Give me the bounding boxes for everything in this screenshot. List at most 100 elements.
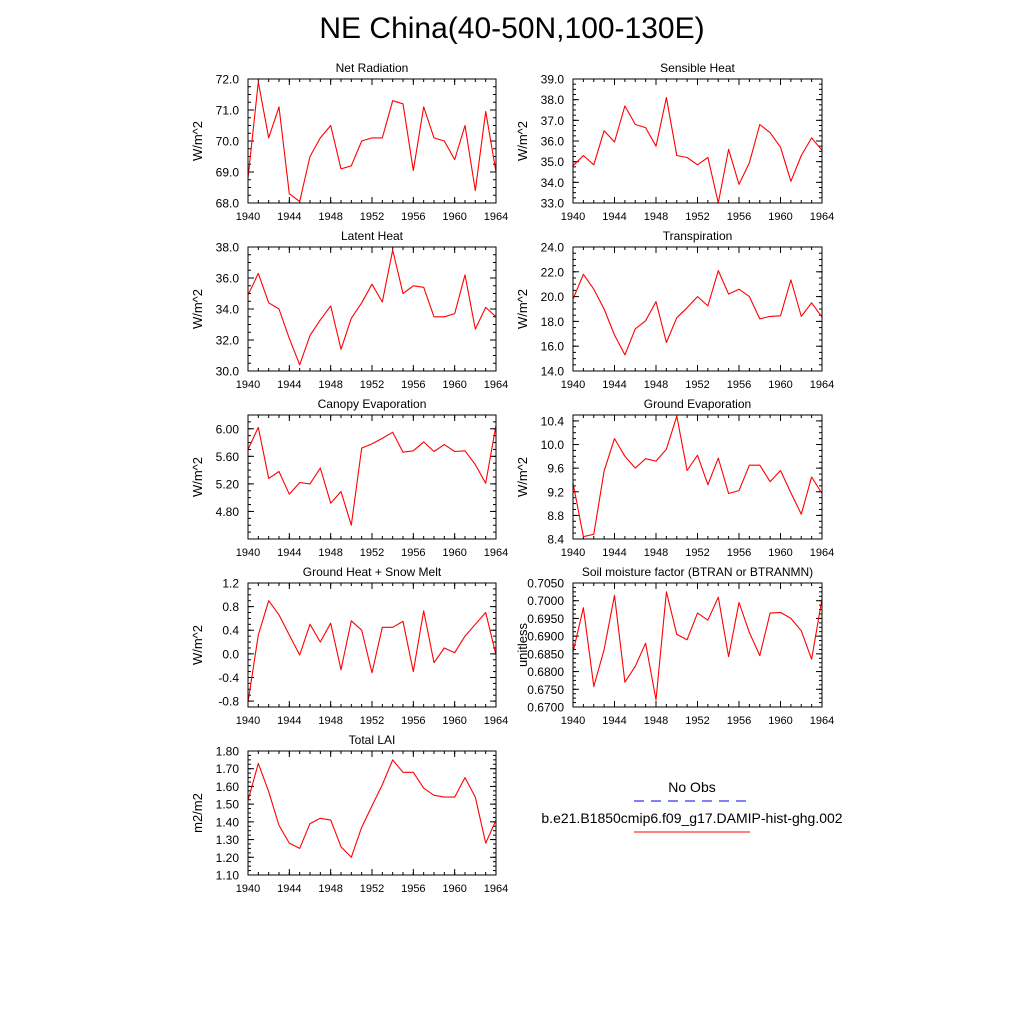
y-tick-label: 24.0 bbox=[541, 241, 565, 255]
y-tick-label: 0.7050 bbox=[527, 577, 564, 591]
y-tick-label: 1.70 bbox=[216, 762, 240, 776]
y-tick-label: 6.00 bbox=[216, 422, 240, 436]
x-tick-label: 1956 bbox=[727, 715, 751, 727]
x-tick-label: 1940 bbox=[236, 211, 260, 223]
chart-panel-9: Total LAI m2/m2 1.10 1.20 1.30 1.40 1.50 1.60 1.… bbox=[190, 733, 508, 895]
y-tick-label: 1.60 bbox=[216, 780, 240, 794]
y-tick-label: 30.0 bbox=[216, 365, 240, 379]
x-tick-label: 1952 bbox=[685, 547, 709, 559]
y-tick-label: 68.0 bbox=[216, 197, 240, 211]
y-tick-label: 1.10 bbox=[216, 869, 240, 883]
x-tick-label: 1964 bbox=[810, 547, 834, 559]
x-tick-label: 1964 bbox=[484, 211, 508, 223]
panel-title: Latent Heat bbox=[341, 229, 404, 243]
series-line bbox=[572, 97, 823, 204]
x-tick-label: 1960 bbox=[768, 211, 792, 223]
x-tick-label: 1944 bbox=[277, 379, 301, 391]
x-tick-label: 1940 bbox=[236, 379, 260, 391]
y-tick-label: 5.60 bbox=[216, 450, 240, 464]
series-line bbox=[247, 600, 497, 703]
panel-title: Total LAI bbox=[349, 733, 396, 747]
y-tick-label: 1.40 bbox=[216, 815, 240, 829]
y-tick-label: 5.20 bbox=[216, 477, 240, 491]
x-tick-label: 1956 bbox=[401, 715, 425, 727]
y-tick-label: 10.4 bbox=[541, 414, 565, 428]
y-axis-label: W/m^2 bbox=[190, 457, 205, 497]
y-tick-label: 0.7000 bbox=[527, 594, 564, 608]
x-tick-label: 1952 bbox=[685, 211, 709, 223]
panel-title: Ground Evaporation bbox=[644, 397, 751, 411]
y-tick-label: 36.0 bbox=[541, 135, 565, 149]
y-tick-label: 1.50 bbox=[216, 798, 240, 812]
plot-frame bbox=[247, 78, 497, 204]
x-tick-label: 1952 bbox=[360, 211, 384, 223]
x-tick-label: 1944 bbox=[277, 715, 301, 727]
plot-frame bbox=[247, 246, 497, 372]
x-tick-label: 1940 bbox=[561, 715, 585, 727]
y-tick-label: 34.0 bbox=[216, 303, 240, 317]
y-tick-label: 37.0 bbox=[541, 114, 565, 128]
x-tick-label: 1960 bbox=[768, 547, 792, 559]
x-tick-label: 1944 bbox=[277, 883, 301, 895]
page-title: NE China(40-50N,100-130E) bbox=[319, 12, 705, 45]
x-tick-label: 1964 bbox=[484, 547, 508, 559]
panel-title: Soil moisture factor (BTRAN or BTRANMN) bbox=[582, 565, 813, 579]
series-line bbox=[247, 759, 497, 858]
plot-frame bbox=[572, 246, 823, 372]
y-tick-label: 36.0 bbox=[216, 272, 240, 286]
legend-swatch-obs bbox=[634, 800, 750, 802]
x-tick-label: 1944 bbox=[602, 547, 626, 559]
legend-label-model: b.e21.B1850cmip6.f09_g17.DAMIP-hist-ghg.… bbox=[541, 810, 843, 826]
x-tick-label: 1956 bbox=[727, 547, 751, 559]
x-tick-label: 1956 bbox=[727, 211, 751, 223]
y-axis-label: W/m^2 bbox=[515, 121, 530, 161]
y-tick-label: 0.4 bbox=[222, 624, 239, 638]
chart-panel-4: Transpiration W/m^2 14.0 16.0 18.0 20.0 22.0 24… bbox=[515, 229, 834, 391]
chart-panel-1: Net Radiation W/m^2 68.0 69.0 70.0 71.0 72.0 19… bbox=[190, 61, 508, 223]
y-tick-label: 0.6950 bbox=[527, 612, 564, 626]
chart-panel-6: Ground Evaporation W/m^2 8.4 8.8 9.2 9.6 10.0 1… bbox=[515, 397, 834, 559]
y-tick-label: 0.6700 bbox=[527, 701, 564, 715]
y-axis-label: W/m^2 bbox=[515, 289, 530, 329]
y-tick-label: 8.8 bbox=[547, 509, 564, 523]
x-tick-label: 1964 bbox=[484, 715, 508, 727]
plot-frame bbox=[247, 582, 497, 708]
x-tick-label: 1944 bbox=[602, 211, 626, 223]
x-tick-label: 1956 bbox=[401, 379, 425, 391]
x-tick-label: 1948 bbox=[644, 547, 668, 559]
plot-frame bbox=[247, 750, 497, 876]
x-tick-label: 1944 bbox=[277, 547, 301, 559]
panel-title: Ground Heat + Snow Melt bbox=[303, 565, 442, 579]
x-tick-label: 1964 bbox=[810, 211, 834, 223]
x-tick-label: 1948 bbox=[318, 211, 342, 223]
y-tick-label: 72.0 bbox=[216, 73, 240, 87]
series-line bbox=[247, 249, 497, 366]
series-line bbox=[572, 415, 823, 538]
x-tick-label: 1948 bbox=[318, 715, 342, 727]
x-tick-label: 1940 bbox=[236, 547, 260, 559]
x-tick-label: 1940 bbox=[561, 211, 585, 223]
x-tick-label: 1960 bbox=[442, 547, 466, 559]
x-tick-label: 1960 bbox=[768, 379, 792, 391]
y-tick-label: 16.0 bbox=[541, 340, 565, 354]
x-tick-label: 1952 bbox=[360, 883, 384, 895]
x-tick-label: 1960 bbox=[442, 211, 466, 223]
y-tick-label: 1.2 bbox=[222, 577, 239, 591]
y-tick-label: -0.4 bbox=[218, 671, 239, 685]
plot-frame bbox=[247, 414, 497, 540]
y-axis-label: m2/m2 bbox=[190, 793, 205, 833]
plot-frame bbox=[572, 78, 823, 204]
y-axis-label: W/m^2 bbox=[515, 457, 530, 497]
x-tick-label: 1952 bbox=[685, 379, 709, 391]
legend-swatch-model bbox=[634, 831, 750, 833]
chart-panel-8: Soil moisture factor (BTRAN or BTRANMN) u… bbox=[515, 565, 834, 727]
x-tick-label: 1964 bbox=[810, 715, 834, 727]
y-tick-label: 70.0 bbox=[216, 135, 240, 149]
y-axis-label: W/m^2 bbox=[190, 625, 205, 665]
y-tick-label: 71.0 bbox=[216, 104, 240, 118]
x-tick-label: 1948 bbox=[318, 547, 342, 559]
chart-panel-5: Canopy Evaporation W/m^2 4.80 5.20 5.60 6.00 1… bbox=[190, 397, 508, 559]
chart-panel-3: Latent Heat W/m^2 30.0 32.0 34.0 36.0 38.0 1940… bbox=[190, 229, 508, 391]
panel-title: Net Radiation bbox=[336, 61, 409, 75]
